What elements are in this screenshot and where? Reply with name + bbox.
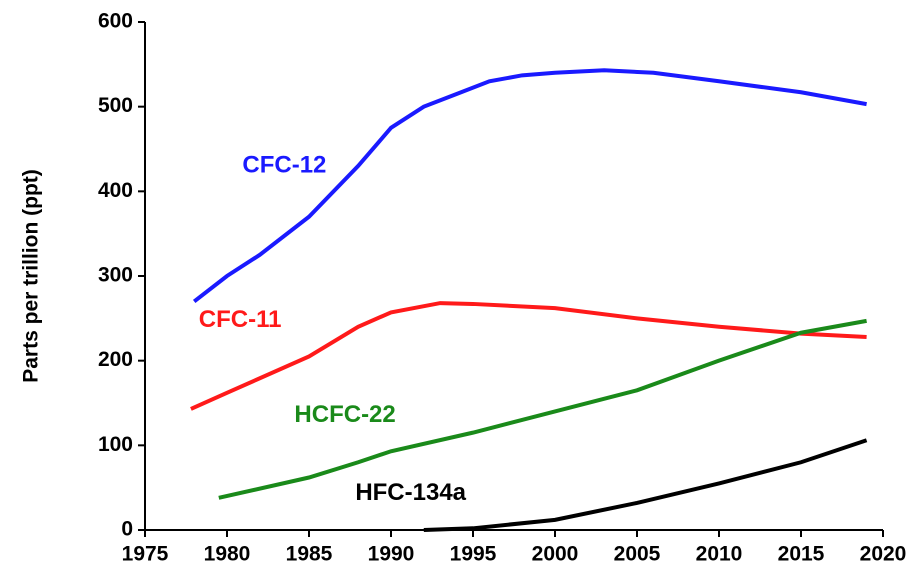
x-tick-label: 2000 bbox=[532, 543, 579, 566]
x-tick-label: 1980 bbox=[204, 543, 251, 566]
x-tick-label: 2020 bbox=[860, 543, 907, 566]
x-tick-label: 1985 bbox=[286, 543, 333, 566]
x-tick-label: 2005 bbox=[614, 543, 661, 566]
series-label: HCFC-22 bbox=[294, 401, 395, 428]
y-tick-label: 400 bbox=[98, 179, 133, 202]
x-tick-label: 1975 bbox=[122, 543, 169, 566]
y-tick-label: 300 bbox=[98, 264, 133, 287]
series-line bbox=[218, 318, 867, 500]
x-tick-label: 1995 bbox=[450, 543, 497, 566]
y-tick-label: 100 bbox=[98, 433, 133, 456]
x-tick-label: 2010 bbox=[696, 543, 743, 566]
series-line bbox=[423, 438, 868, 532]
x-tick-label: 1990 bbox=[368, 543, 415, 566]
y-axis-label: Parts per trillion (ppt) bbox=[20, 169, 43, 383]
series-line bbox=[192, 68, 867, 303]
y-tick-label: 200 bbox=[98, 348, 133, 371]
series-label: CFC-12 bbox=[242, 151, 326, 178]
series-label: HFC-134a bbox=[355, 479, 466, 506]
y-tick-label: 0 bbox=[121, 518, 133, 541]
y-tick-label: 500 bbox=[98, 94, 133, 117]
series-line bbox=[190, 301, 867, 411]
x-tick-label: 2015 bbox=[778, 543, 825, 566]
series-label: CFC-11 bbox=[199, 306, 282, 333]
y-tick-label: 600 bbox=[98, 10, 133, 33]
